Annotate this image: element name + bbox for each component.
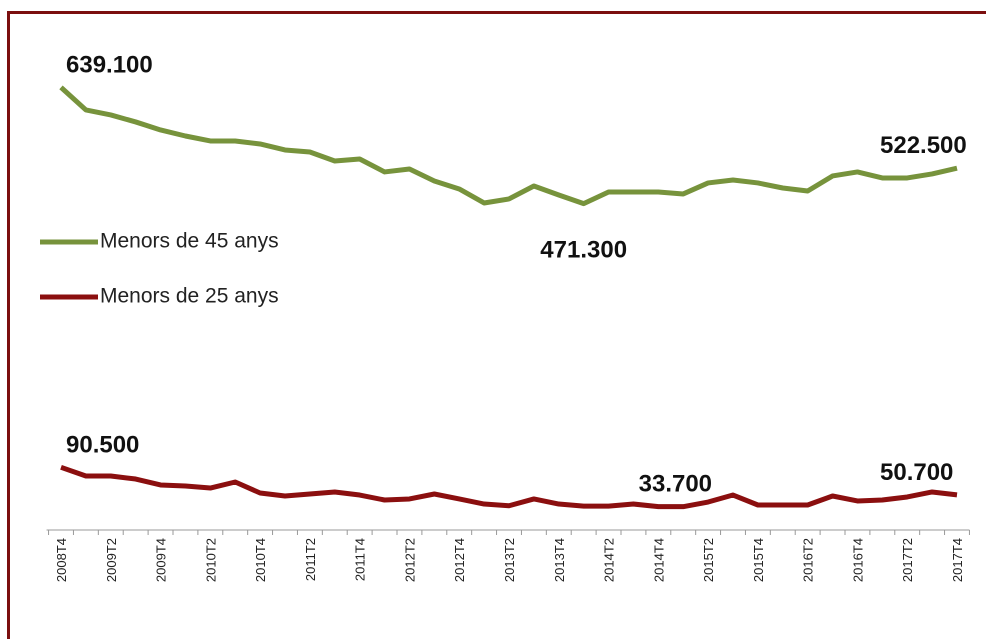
x-tick-label: 2014T4 xyxy=(651,538,666,582)
x-tick-label: 2016T2 xyxy=(801,538,816,582)
legend-label: Menors de 45 anys xyxy=(100,230,279,253)
x-tick-label: 2017T2 xyxy=(900,538,915,582)
data-label: 90.500 xyxy=(66,431,139,458)
x-tick-label: 2017T4 xyxy=(950,538,965,582)
x-tick-label: 2012T4 xyxy=(452,538,467,582)
x-tick-label: 2009T4 xyxy=(154,538,169,582)
series-line xyxy=(59,85,958,207)
x-tick-label: 2014T2 xyxy=(602,538,617,582)
data-label: 471.300 xyxy=(540,237,627,264)
x-tick-label: 2015T4 xyxy=(751,538,766,582)
frame xyxy=(7,11,986,639)
data-label: 522.500 xyxy=(880,132,967,159)
x-tick-label: 2016T4 xyxy=(850,538,865,582)
x-tick-label: 2011T2 xyxy=(303,538,318,581)
data-label: 33.700 xyxy=(639,471,712,498)
x-tick-label: 2010T2 xyxy=(203,538,218,582)
x-tick-label: 2015T2 xyxy=(701,538,716,582)
legend-label: Menors de 25 anys xyxy=(100,285,279,308)
x-tick-label: 2013T2 xyxy=(502,538,517,582)
x-tick-label: 2009T2 xyxy=(104,538,119,582)
data-label: 50.700 xyxy=(880,459,953,486)
x-tick-label: 2013T4 xyxy=(552,538,567,582)
x-tick-label: 2012T2 xyxy=(402,538,417,582)
x-tick-label: 2010T4 xyxy=(253,538,268,582)
data-label: 639.100 xyxy=(66,51,153,78)
series-line xyxy=(60,464,958,510)
x-tick-label: 2011T4 xyxy=(353,538,368,581)
x-tick-label: 2008T4 xyxy=(54,538,69,582)
